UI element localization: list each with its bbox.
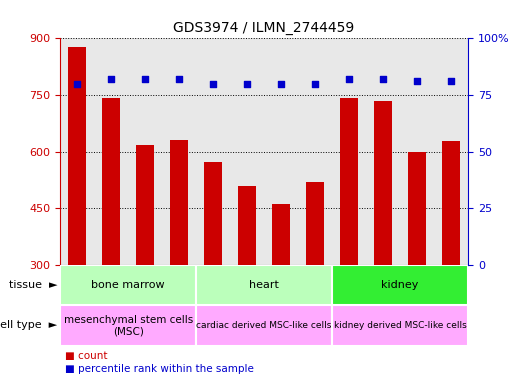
Bar bbox=[306, 182, 324, 265]
Point bbox=[277, 81, 286, 87]
Bar bbox=[238, 186, 256, 265]
Text: cell type  ►: cell type ► bbox=[0, 320, 58, 331]
Bar bbox=[196, 265, 332, 305]
Bar bbox=[196, 305, 332, 346]
Point bbox=[107, 76, 116, 82]
Bar bbox=[60, 265, 196, 305]
Point bbox=[413, 78, 422, 84]
Bar bbox=[170, 141, 188, 265]
Text: mesenchymal stem cells
(MSC): mesenchymal stem cells (MSC) bbox=[63, 314, 193, 336]
Bar bbox=[204, 162, 222, 265]
Point bbox=[243, 81, 252, 87]
Text: heart: heart bbox=[249, 280, 279, 290]
Bar bbox=[68, 47, 86, 265]
Text: ■ count: ■ count bbox=[65, 351, 108, 361]
Point bbox=[379, 76, 388, 82]
Bar bbox=[272, 204, 290, 265]
Bar bbox=[332, 265, 468, 305]
Title: GDS3974 / ILMN_2744459: GDS3974 / ILMN_2744459 bbox=[174, 21, 355, 35]
Text: bone marrow: bone marrow bbox=[92, 280, 165, 290]
Point bbox=[311, 81, 320, 87]
Bar bbox=[408, 152, 426, 265]
Text: tissue  ►: tissue ► bbox=[9, 280, 58, 290]
Point bbox=[447, 78, 456, 84]
Point bbox=[209, 81, 218, 87]
Bar bbox=[332, 305, 468, 346]
Point bbox=[175, 76, 184, 82]
Bar bbox=[442, 141, 460, 265]
Point bbox=[141, 76, 150, 82]
Bar bbox=[136, 145, 154, 265]
Text: ■ percentile rank within the sample: ■ percentile rank within the sample bbox=[65, 364, 254, 374]
Text: cardiac derived MSC-like cells: cardiac derived MSC-like cells bbox=[197, 321, 332, 330]
Text: kidney: kidney bbox=[381, 280, 419, 290]
Point bbox=[73, 81, 82, 87]
Text: kidney derived MSC-like cells: kidney derived MSC-like cells bbox=[334, 321, 467, 330]
Bar bbox=[374, 101, 392, 265]
Bar bbox=[102, 98, 120, 265]
Bar bbox=[60, 305, 196, 346]
Bar bbox=[340, 98, 358, 265]
Point bbox=[345, 76, 354, 82]
